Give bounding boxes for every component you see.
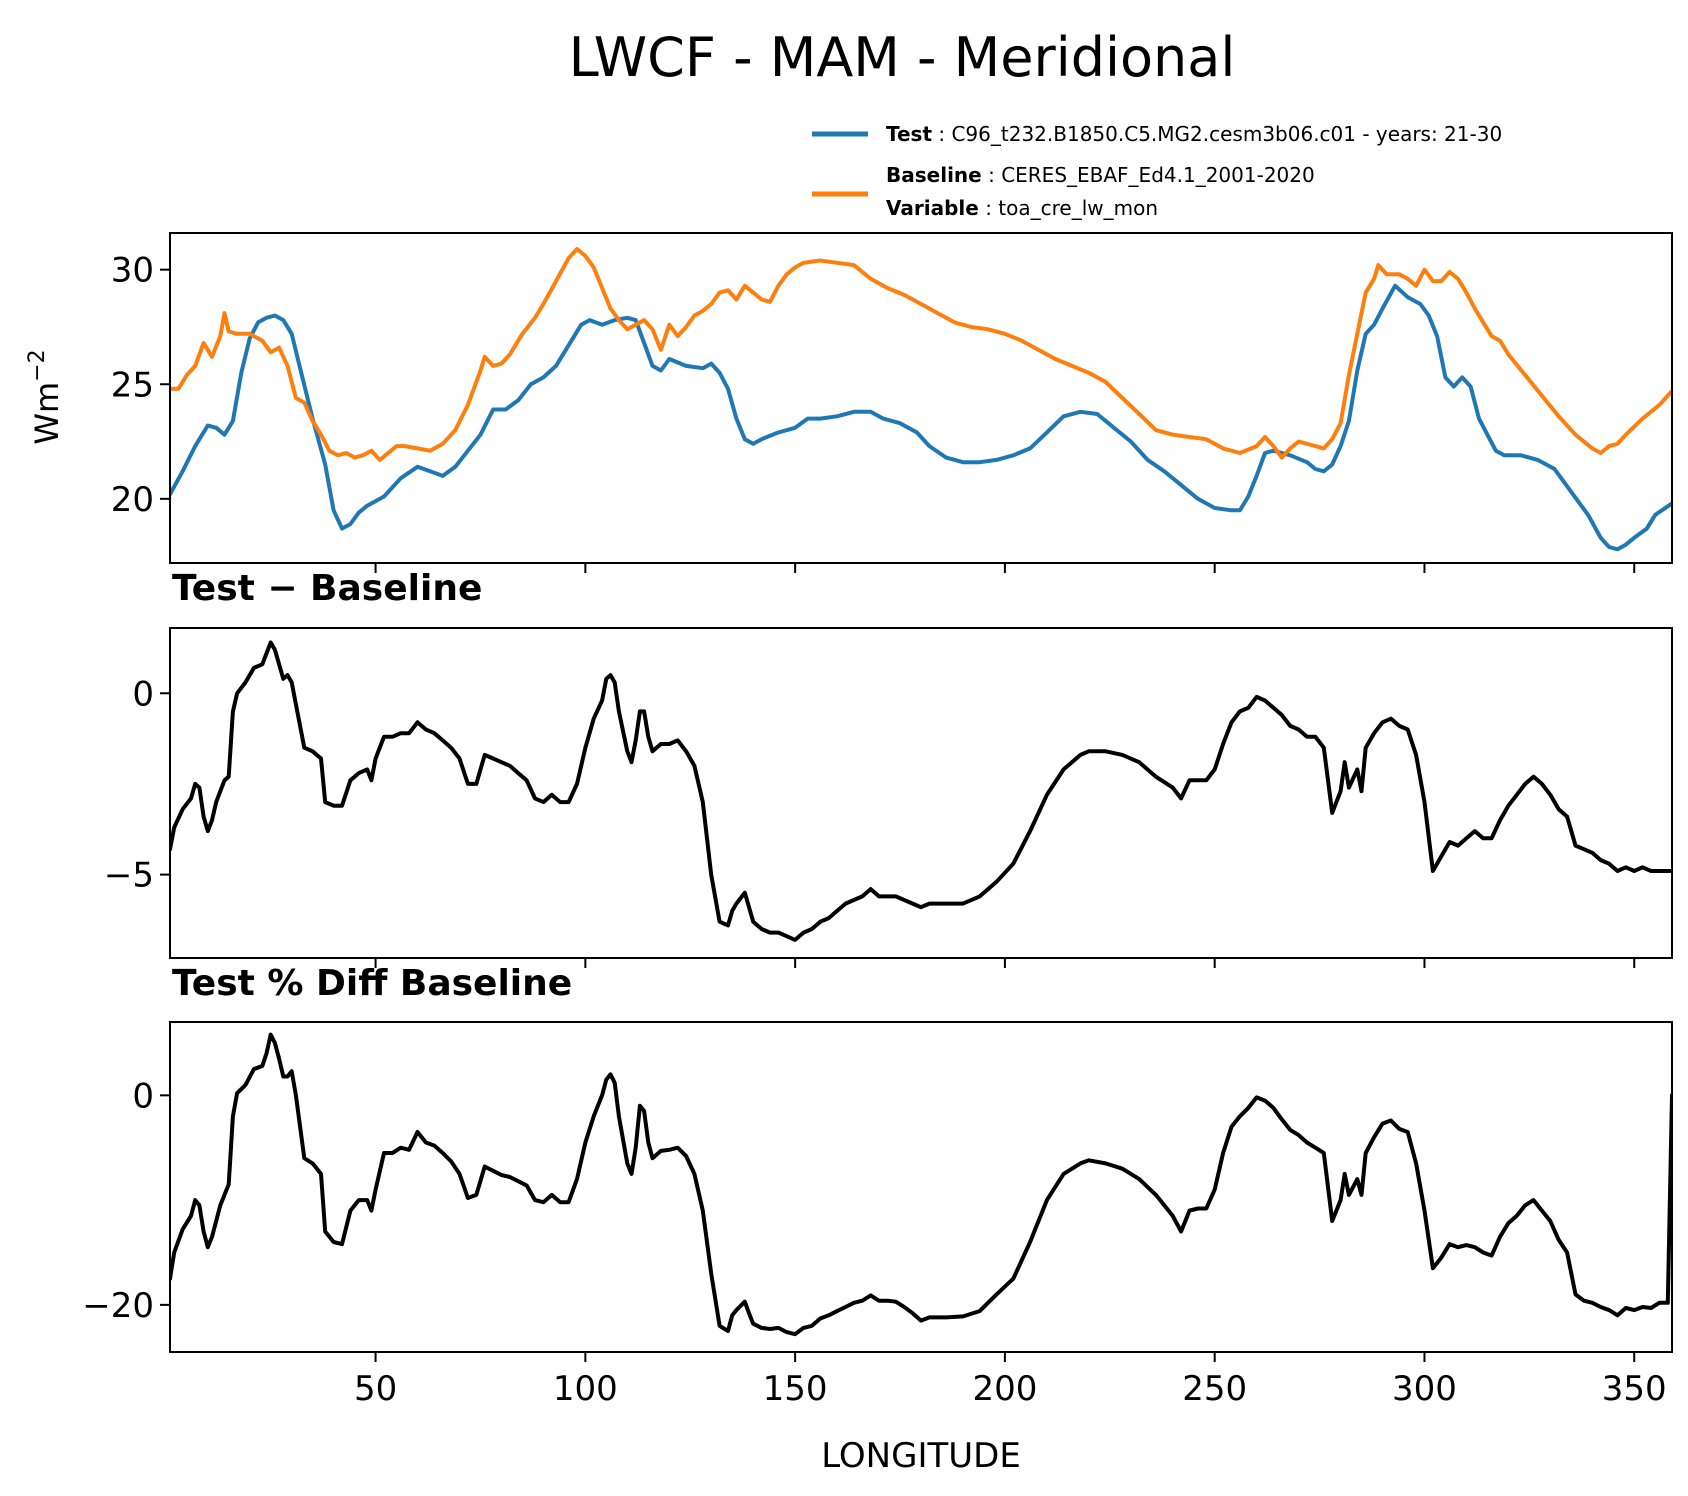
y-tick-label: 0 xyxy=(132,674,154,714)
legend: Test : C96_t232.B1850.C5.MG2.cesm3b06.c0… xyxy=(812,122,1502,220)
ylabel-exponent: −2 xyxy=(25,349,50,381)
ylabel-main: Wm−2 xyxy=(25,349,66,444)
y-tick-label: 30 xyxy=(111,251,154,291)
legend-key-baseline: Baseline xyxy=(886,163,982,187)
diff-panel-title: Test − Baseline xyxy=(172,568,482,609)
y-tick-label: 0 xyxy=(132,1076,154,1116)
series-line-main-test xyxy=(170,283,1672,552)
series-line-diff-difference xyxy=(170,640,1672,942)
legend-text-variable: toa_cre_lw_mon xyxy=(998,196,1158,220)
panel-main: Wm−2 20 25 30 xyxy=(25,232,1673,573)
x-tick-label: 150 xyxy=(763,1369,828,1409)
x-tick-label: 250 xyxy=(1182,1369,1247,1409)
plot-frame-pct-diff xyxy=(169,1021,1673,1353)
y-tick-label: 20 xyxy=(111,480,154,520)
x-tick-label: 300 xyxy=(1392,1369,1457,1409)
y-tick-label: −5 xyxy=(104,856,154,896)
ylabel-base: Wm xyxy=(28,382,66,445)
panel-pct-diff: Test % Diff Baseline 50 100 150 200 250 300 35… xyxy=(82,963,1673,1409)
series-line-pct-diff-difference xyxy=(170,1032,1672,1337)
legend-text-baseline: CERES_EBAF_Ed4.1_2001-2020 xyxy=(1001,163,1315,187)
x-tick-label: 50 xyxy=(354,1369,397,1409)
legend-entry-variable: Variable : toa_cre_lw_mon xyxy=(886,196,1158,220)
plot-frame-main xyxy=(169,232,1673,564)
y-tick-label: −20 xyxy=(82,1286,154,1326)
panel-diff: Test − Baseline −5 0 xyxy=(104,568,1673,968)
y-tick-label: 25 xyxy=(111,365,154,405)
x-tick-label: 100 xyxy=(553,1369,618,1409)
series-line-main-baseline xyxy=(170,247,1672,462)
legend-key-variable: Variable xyxy=(886,196,979,220)
plot-frame-diff xyxy=(169,627,1673,959)
legend-text-test: C96_t232.B1850.C5.MG2.cesm3b06.c01 - yea… xyxy=(951,122,1502,146)
x-axis-label: LONGITUDE xyxy=(821,1436,1021,1476)
legend-entry-test: Test : C96_t232.B1850.C5.MG2.cesm3b06.c0… xyxy=(886,122,1502,146)
pct-diff-panel-title: Test % Diff Baseline xyxy=(172,963,572,1004)
x-tick-label: 350 xyxy=(1602,1369,1667,1409)
x-tick-label: 200 xyxy=(972,1369,1037,1409)
legend-entry-baseline: Baseline : CERES_EBAF_Ed4.1_2001-2020 xyxy=(886,163,1315,187)
chart-title: LWCF - MAM - Meridional xyxy=(569,26,1236,89)
legend-key-test: Test xyxy=(886,122,932,146)
